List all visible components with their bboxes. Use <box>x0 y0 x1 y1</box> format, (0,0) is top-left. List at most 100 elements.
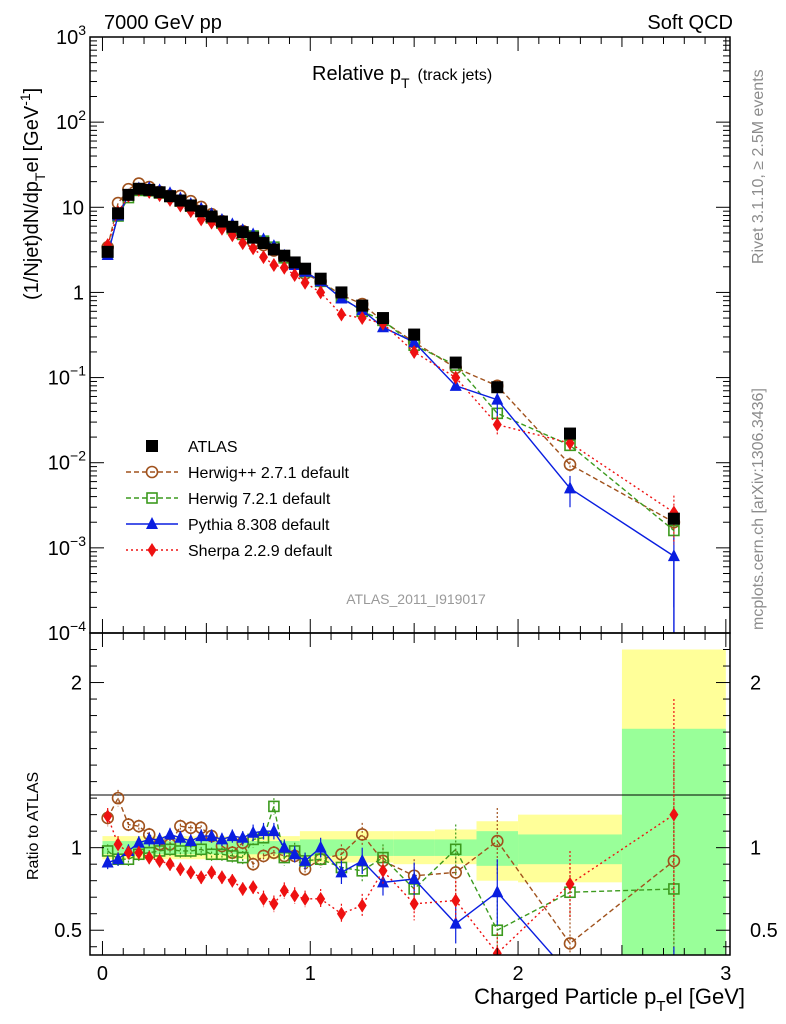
ratio-point-sherpa <box>144 850 154 865</box>
ratio-point-sherpa <box>238 881 248 896</box>
ratio-point-pythia <box>257 824 270 837</box>
x-axis-label-text: Charged Particle p <box>474 984 656 1009</box>
band-inner <box>434 839 477 856</box>
ratio-point-sherpa <box>300 891 310 906</box>
main-y-tick-label: 102 <box>56 107 86 134</box>
point-sherpa <box>357 311 367 326</box>
point-pythia <box>667 549 680 562</box>
point-atlas <box>288 256 301 269</box>
ratio-point-sherpa <box>669 807 679 822</box>
ratio-point-pythia <box>153 832 166 845</box>
main-y-tick-base: 10 <box>56 27 78 49</box>
ratio-point-sherpa <box>357 898 367 913</box>
ratio-point-sherpa <box>409 896 419 911</box>
point-atlas <box>226 220 239 233</box>
ratio-point-pythia <box>299 853 312 866</box>
point-sherpa <box>409 344 419 359</box>
point-pythia <box>449 378 462 391</box>
main-y-label-text: (1/Njet)dN/dp <box>21 181 43 300</box>
ratio-point-sherpa <box>175 862 185 877</box>
ratio-panel: 0.5 0.5 1 1 2 2 0 1 2 3 Ratio to ATLAS Charged Pa… <box>25 632 778 1015</box>
ratio-point-sherpa <box>123 845 133 860</box>
ratio-point-pythia <box>288 847 301 860</box>
point-sherpa <box>451 370 461 385</box>
plot-title-text: Relative p <box>312 63 401 85</box>
point-atlas <box>101 245 114 258</box>
ratio-point-pythia <box>314 840 327 853</box>
legend-marker-herwig7 <box>146 492 158 504</box>
point-atlas <box>205 210 218 223</box>
main-y-tick-exp: −3 <box>70 533 86 549</box>
ratio-point-sherpa <box>165 857 175 872</box>
legend-label-herwigpp: Herwig++ 2.7.1 default <box>188 465 350 482</box>
x-axis-label: Charged Particle pTel [GeV] <box>474 984 745 1015</box>
point-sherpa <box>248 241 258 256</box>
point-atlas <box>667 512 680 525</box>
point-atlas <box>153 186 166 199</box>
ratio-point-herwig7 <box>449 843 462 856</box>
ratio-point-pythia <box>278 840 291 853</box>
point-atlas <box>164 190 176 203</box>
main-y-tick-label: 10−1 <box>48 363 86 390</box>
main-y-tick-exp: −1 <box>70 363 86 379</box>
point-atlas <box>299 262 312 275</box>
ratio-point-herwigpp <box>335 847 348 861</box>
main-y-tick-label: 1 <box>73 282 84 304</box>
ratio-point-sherpa <box>103 809 113 824</box>
x-tick-label: 2 <box>512 963 523 985</box>
point-atlas <box>314 272 327 285</box>
ratio-point-herwigpp <box>246 857 260 871</box>
ratio-point-sherpa <box>155 853 165 868</box>
point-pythia <box>408 335 421 348</box>
ratio-point-sherpa <box>113 837 123 852</box>
ratio-point-sherpa <box>290 888 300 903</box>
legend-marker-atlas <box>146 440 158 452</box>
legend-label-atlas: ATLAS <box>188 439 238 456</box>
point-atlas <box>184 199 197 212</box>
legend-label-sherpa: Sherpa 2.2.9 default <box>188 543 333 560</box>
ratio-point-herwigpp <box>132 819 146 833</box>
point-atlas <box>257 237 270 250</box>
analysis-watermark: ATLAS_2011_I919017 <box>346 591 486 607</box>
ratio-point-pythia <box>335 865 348 878</box>
point-atlas <box>564 427 576 440</box>
ratio-y-tick-label-right: 2 <box>750 673 761 695</box>
ratio-point-sherpa <box>217 870 227 885</box>
point-sherpa <box>259 250 269 265</box>
ratio-point-pythia <box>132 835 145 848</box>
point-sherpa <box>238 236 248 251</box>
main-y-tick-label: 10−4 <box>48 618 86 645</box>
mcplots-label: mcplots.cern.ch [arXiv:1306.3436] <box>750 388 767 630</box>
main-y-label: (1/Njet)dN/dpTel [GeV-1] <box>17 88 48 300</box>
ratio-point-herwigpp <box>490 834 504 848</box>
ratio-point-pythia <box>449 916 462 929</box>
ratio-point-herwig7 <box>236 851 249 864</box>
ratio-point-pythia <box>215 832 228 845</box>
plot-title-note: (track jets) <box>418 67 493 84</box>
ratio-point-sherpa <box>186 865 196 880</box>
point-atlas <box>356 299 369 312</box>
point-atlas <box>112 207 125 220</box>
ratio-point-sherpa <box>134 845 144 860</box>
main-y-label-exp: -1 <box>17 93 33 106</box>
point-pythia <box>564 481 576 494</box>
ratio-point-sherpa <box>565 876 575 891</box>
ratio-frame <box>89 632 731 956</box>
x-tick-label: 1 <box>305 963 316 985</box>
point-atlas <box>267 243 280 256</box>
ratio-point-sherpa <box>196 870 206 885</box>
ratio-point-pythia <box>356 853 369 866</box>
ratio-point-pythia <box>205 829 218 842</box>
main-y-label-sub: T <box>32 172 48 181</box>
x-tick-label: 3 <box>720 963 731 985</box>
point-atlas <box>247 231 260 244</box>
point-pythia <box>491 392 504 405</box>
ratio-point-herwigpp <box>563 937 577 950</box>
main-y-label-tail: el [GeV <box>21 105 43 172</box>
main-y-label-close: ] <box>21 88 43 94</box>
point-atlas <box>132 182 145 195</box>
main-y-tick-base: 10 <box>48 368 70 390</box>
x-tick-label: 0 <box>97 963 108 985</box>
